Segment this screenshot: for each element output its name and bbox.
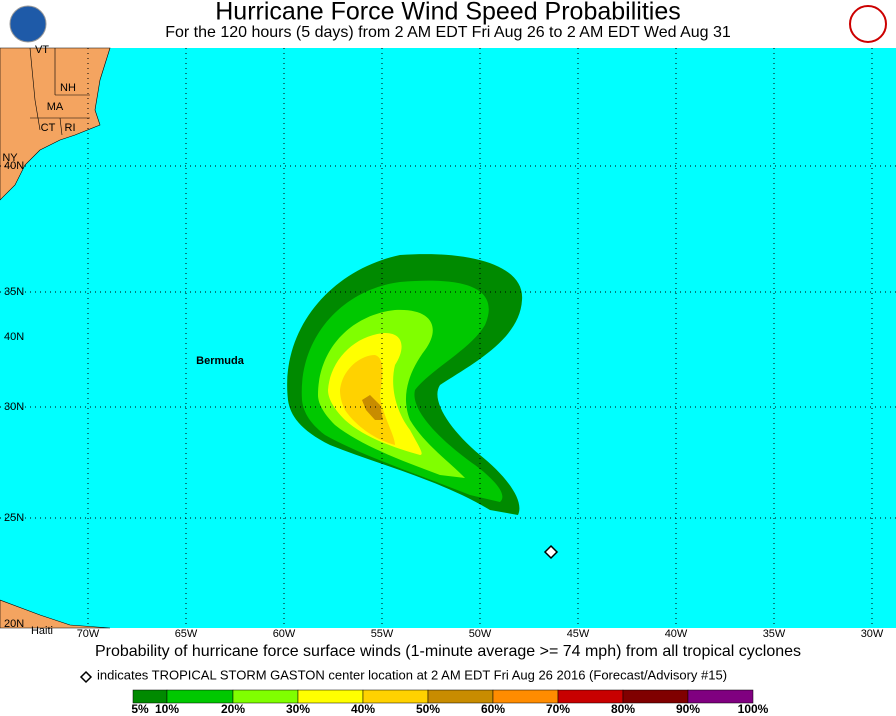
legend-label: 40%: [351, 702, 375, 716]
legend-label: 50%: [416, 702, 440, 716]
state-borders: [29, 47, 90, 136]
lon-label: 65W: [175, 628, 198, 640]
legend-label: 20%: [221, 702, 245, 716]
legend-swatch: [492, 689, 559, 704]
lon-label: 55W: [371, 628, 394, 640]
legend-label: 60%: [481, 702, 505, 716]
place-label: RI: [65, 122, 76, 134]
lon-label: 30W: [861, 628, 884, 640]
legend-label: 80%: [611, 702, 635, 716]
lon-label: 60W: [273, 628, 296, 640]
legend-label: 10%: [155, 702, 179, 716]
lat-label: 35N: [4, 286, 24, 298]
prob-contours: [287, 254, 523, 515]
legend-marker: [79, 670, 93, 684]
legend-swatch: [166, 689, 234, 704]
legend-swatch: [687, 689, 754, 704]
noaa-logo: [9, 5, 47, 43]
lat-label: 25N: [4, 512, 24, 524]
legend-swatch: [427, 689, 494, 704]
marker-note: indicates TROPICAL STORM GASTON center l…: [97, 667, 727, 682]
north-america-land: [0, 47, 111, 201]
storm-center-marker: [543, 544, 559, 560]
place-label: VT: [35, 44, 49, 56]
subtitle: For the 120 hours (5 days) from 2 AM EDT…: [165, 24, 731, 41]
legend-label: 90%: [676, 702, 700, 716]
place-label: NY: [2, 152, 18, 164]
lat-label: 20N: [4, 618, 24, 630]
place-label: CT: [41, 122, 56, 134]
legend-swatch: [132, 689, 168, 704]
nws-logo: [849, 5, 887, 43]
place-label: MA: [47, 101, 64, 113]
legend-swatch: [297, 689, 364, 704]
place-label: Haiti: [31, 625, 53, 637]
legend-label: 5%: [131, 702, 149, 716]
graticule: 40N 35N 40N 30N 25N 20N 70W 65W 60W 55W 50W 45W 40W 3…: [0, 44, 896, 640]
legend-label: 100%: [738, 702, 769, 716]
legend-label: 70%: [546, 702, 570, 716]
lon-label: 35W: [763, 628, 786, 640]
place-label: NH: [60, 82, 76, 94]
lat-label: 40N: [4, 331, 24, 343]
caption: Probability of hurricane force surface w…: [95, 643, 801, 660]
lat-label: 40N: [4, 160, 24, 172]
legend-swatch: [622, 689, 689, 704]
lon-label: 50W: [469, 628, 492, 640]
place-label: Bermuda: [196, 355, 245, 367]
lon-label: 40W: [665, 628, 688, 640]
legend-swatch: [362, 689, 429, 704]
title: Hurricane Force Wind Speed Probabilities: [215, 0, 681, 26]
contour-50: [362, 395, 383, 420]
lon-label: 45W: [567, 628, 590, 640]
lon-label: 70W: [77, 628, 100, 640]
legend-swatch: [557, 689, 624, 704]
legend: 5% 10% 20% 30% 40% 50% 60% 70% 80% 90% 100%: [131, 689, 769, 716]
caribbean-land: [0, 599, 111, 629]
legend-swatch: [232, 689, 299, 704]
lat-label: 30N: [4, 401, 24, 413]
legend-label: 30%: [286, 702, 310, 716]
